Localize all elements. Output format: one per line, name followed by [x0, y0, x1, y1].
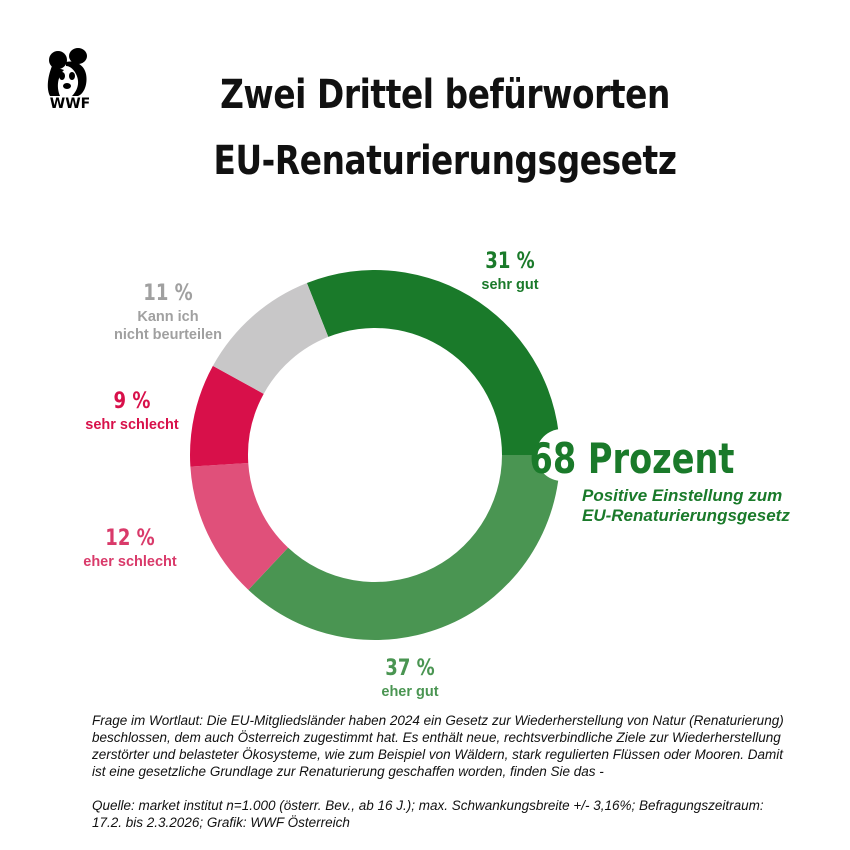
category-label-4-1: nicht beurteilen	[114, 327, 222, 343]
value-label-3: 9 %	[114, 387, 151, 413]
title-line-1: Zwei Drittel befürworten	[220, 72, 670, 118]
slice-sehr-schlecht	[190, 365, 264, 467]
logo-text: WWF	[49, 96, 91, 112]
category-label-1-0: eher gut	[381, 684, 438, 700]
value-label-4: 11 %	[143, 279, 192, 305]
slice-kann-ich-nicht-beurteilen	[212, 282, 329, 394]
callout-text-2: EU-Renaturierungsgesetz	[582, 506, 790, 525]
slice-sehr-gut	[306, 270, 560, 455]
source-text: Quelle: market institut n=1.000 (österr.…	[92, 798, 764, 830]
slice-eher-gut	[248, 455, 561, 640]
callout-notch	[536, 429, 588, 481]
category-label-3-0: sehr schlecht	[85, 417, 179, 433]
value-label-1: 37 %	[385, 654, 434, 680]
category-label-4-0: Kann ich	[137, 309, 198, 325]
slice-eher-schlecht	[190, 462, 289, 590]
value-label-2: 12 %	[105, 524, 154, 550]
panda-icon	[47, 48, 87, 96]
category-label-0-0: sehr gut	[481, 277, 538, 293]
question-text: Frage im Wortlaut: Die EU-Mitgliedslände…	[92, 713, 784, 779]
callout-text-1: Positive Einstellung zum	[582, 486, 782, 505]
callout-value: 68 Prozent	[530, 434, 735, 483]
value-label-0: 31 %	[485, 247, 534, 273]
category-label-2-0: eher schlecht	[83, 554, 177, 570]
title-line-2: EU-Renaturierungsgesetz	[213, 138, 677, 184]
